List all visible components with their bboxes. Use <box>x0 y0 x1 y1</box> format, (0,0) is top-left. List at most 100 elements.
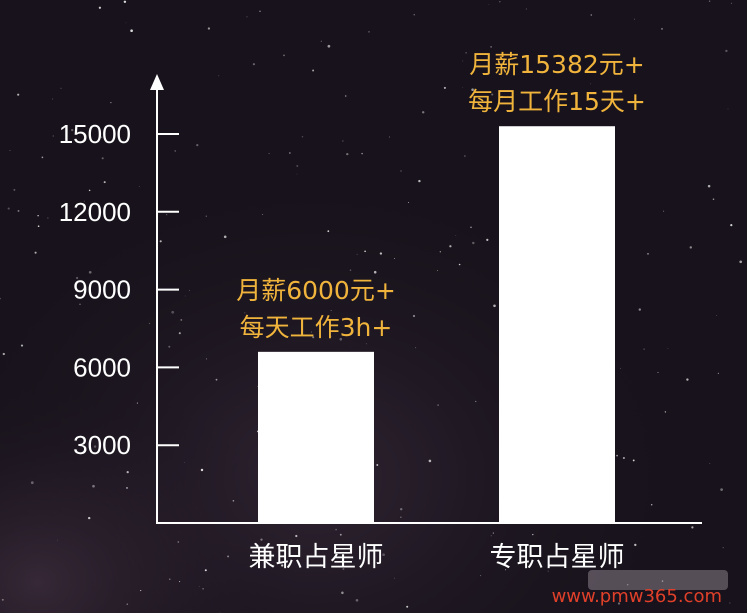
star <box>260 538 263 541</box>
star <box>126 470 129 474</box>
star <box>634 543 637 547</box>
star <box>312 336 315 339</box>
watermark-blur <box>588 570 728 590</box>
star <box>312 69 315 72</box>
watermark-text: www.pmw365.com <box>552 586 722 607</box>
star <box>643 348 645 350</box>
y-tick-label: 15000 <box>59 119 131 149</box>
star <box>406 605 409 608</box>
star <box>667 348 669 349</box>
star <box>320 40 322 42</box>
star <box>480 575 482 577</box>
star <box>330 310 332 311</box>
star <box>262 214 264 215</box>
bar-2 <box>499 126 615 523</box>
star <box>339 337 343 341</box>
star <box>99 442 102 445</box>
star <box>400 516 402 518</box>
star <box>246 16 248 18</box>
star <box>415 347 417 349</box>
star <box>356 253 358 255</box>
star <box>725 49 728 53</box>
star <box>617 602 621 605</box>
star <box>462 60 464 62</box>
star <box>1 598 4 601</box>
star <box>465 52 467 54</box>
star <box>729 602 731 604</box>
star <box>492 532 494 534</box>
star <box>355 598 359 602</box>
star <box>632 459 635 462</box>
star <box>295 534 298 538</box>
star <box>227 555 230 558</box>
watermark: www.pmw365.com <box>552 570 728 607</box>
star <box>140 590 142 592</box>
star <box>88 270 92 274</box>
star <box>663 210 665 212</box>
star <box>399 507 403 511</box>
star <box>232 499 235 502</box>
star <box>689 246 693 249</box>
star <box>126 486 128 489</box>
star <box>691 526 694 529</box>
star <box>180 318 183 321</box>
star <box>7 207 10 210</box>
star <box>20 344 24 347</box>
star <box>218 75 220 77</box>
bar-annotation-line: 月薪6000元+ <box>236 276 396 305</box>
star <box>259 10 261 12</box>
star <box>37 225 40 228</box>
bar-annotation-line: 每天工作3h+ <box>240 313 393 342</box>
star <box>126 603 129 605</box>
star <box>202 588 204 590</box>
star <box>382 553 385 557</box>
star <box>34 251 37 254</box>
star <box>620 367 621 369</box>
star <box>525 8 527 10</box>
y-tick-label: 9000 <box>73 275 131 305</box>
star <box>351 327 354 330</box>
star <box>110 102 112 104</box>
star <box>619 108 621 110</box>
star <box>365 343 367 345</box>
star <box>301 136 304 138</box>
star <box>93 445 97 448</box>
star <box>75 276 79 280</box>
star <box>71 128 74 132</box>
star <box>349 269 352 271</box>
star <box>657 372 659 373</box>
star <box>475 400 477 402</box>
star <box>708 0 711 2</box>
star <box>52 135 54 137</box>
star <box>179 581 181 583</box>
star <box>727 108 729 110</box>
star <box>0 297 1 300</box>
star <box>13 188 16 191</box>
star <box>437 270 438 271</box>
star <box>205 215 207 217</box>
star <box>373 270 377 274</box>
star <box>283 54 285 57</box>
star <box>730 2 732 4</box>
star <box>547 570 549 572</box>
star <box>205 358 207 360</box>
star <box>499 1 501 3</box>
star <box>320 563 322 565</box>
star <box>400 170 402 172</box>
star <box>296 173 298 175</box>
star <box>472 241 475 245</box>
star <box>223 235 227 239</box>
star <box>616 454 618 457</box>
star <box>471 88 474 91</box>
star <box>136 402 138 404</box>
star <box>449 245 452 248</box>
star <box>17 93 20 96</box>
star <box>184 295 186 297</box>
bar-annotations: 月薪6000元+ 每天工作3h+ 月薪15382元+ 每月工作15天+ <box>236 50 646 342</box>
star <box>79 303 81 306</box>
star <box>159 240 162 243</box>
star <box>720 488 723 491</box>
star <box>252 63 255 66</box>
star <box>413 14 415 16</box>
